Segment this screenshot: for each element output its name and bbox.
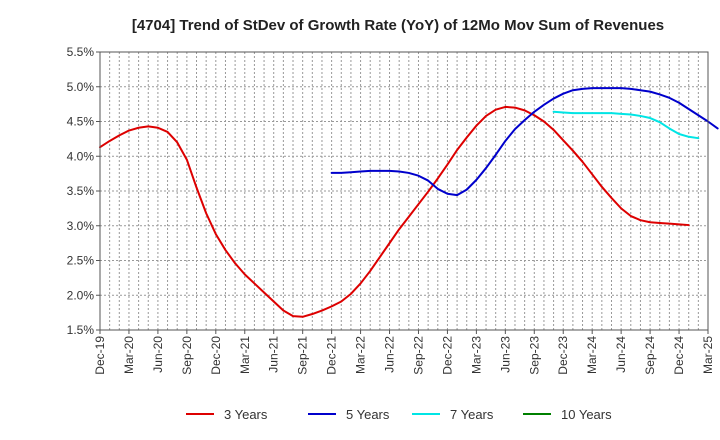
y-tick-label: 1.5%	[67, 323, 95, 337]
x-tick-label: Jun-23	[498, 336, 512, 373]
chart-title: [4704] Trend of StDev of Growth Rate (Yo…	[132, 17, 664, 34]
x-tick-label: Dec-19	[93, 336, 107, 375]
legend-label-3-years: 3 Years	[224, 407, 268, 422]
x-tick-label: Dec-20	[209, 336, 223, 375]
x-axis: Dec-19 Mar-20 Jun-20 Sep-20 Dec-20 Mar-21 Jun-…	[93, 330, 715, 375]
x-tick-label: Dec-24	[672, 336, 686, 375]
y-tick-label: 2.0%	[67, 288, 95, 302]
y-tick-label: 3.0%	[67, 219, 95, 233]
x-tick-label: Dec-21	[325, 336, 339, 375]
y-tick-label: 5.5%	[67, 45, 95, 59]
x-tick-label: Sep-21	[296, 336, 310, 375]
x-tick-label: Mar-20	[122, 336, 136, 374]
x-tick-label: Sep-20	[180, 336, 194, 375]
x-tick-label: Mar-23	[469, 336, 483, 374]
x-tick-label: Jun-22	[383, 336, 397, 373]
series-line-3-years	[99, 105, 690, 318]
x-tick-label: Mar-22	[354, 336, 368, 374]
y-tick-label: 4.5%	[67, 115, 95, 129]
y-tick-label: 3.5%	[67, 184, 95, 198]
x-tick-label: Jun-21	[267, 336, 281, 373]
x-tick-label: Dec-22	[440, 336, 454, 375]
legend-label-7-years: 7 Years	[450, 407, 494, 422]
legend: 3 Years 5 Years 7 Years 10 Years	[186, 407, 612, 422]
x-tick-label: Mar-21	[238, 336, 252, 374]
grid-lines	[100, 52, 708, 330]
x-tick-label: Sep-23	[527, 336, 541, 375]
series-line-7-years	[552, 110, 700, 140]
x-tick-label: Mar-24	[585, 336, 599, 374]
y-tick-label: 5.0%	[67, 80, 95, 94]
legend-label-10-years: 10 Years	[561, 407, 612, 422]
legend-label-5-years: 5 Years	[346, 407, 390, 422]
x-tick-label: Mar-25	[701, 336, 715, 374]
x-tick-label: Jun-24	[614, 336, 628, 373]
y-tick-label: 4.0%	[67, 149, 95, 163]
x-tick-label: Jun-20	[151, 336, 165, 373]
x-tick-label: Sep-24	[643, 336, 657, 375]
series-lines	[99, 87, 719, 318]
x-tick-label: Dec-23	[556, 336, 570, 375]
y-tick-label: 2.5%	[67, 254, 95, 268]
series-line-5-years	[330, 87, 719, 197]
y-axis: 1.5% 2.0% 2.5% 3.0% 3.5% 4.0% 4.5% 5.0% 5.5%	[67, 45, 100, 337]
x-tick-label: Sep-22	[411, 336, 425, 375]
